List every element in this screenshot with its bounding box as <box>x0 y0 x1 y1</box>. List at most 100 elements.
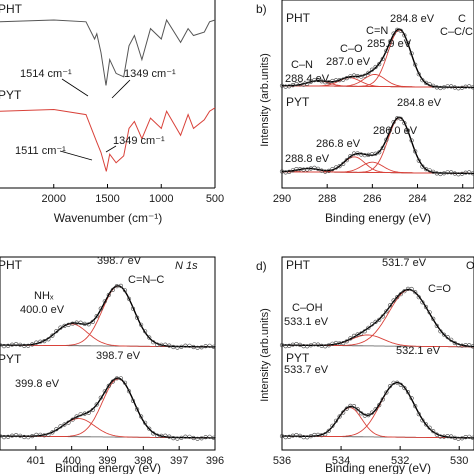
panel-c-data-point <box>155 433 160 438</box>
panel-c-data-point <box>114 376 119 381</box>
panel-d-data-point <box>384 390 389 395</box>
panel-c-data-point <box>163 342 168 347</box>
panel-c-data-point <box>90 407 95 413</box>
panel-c-data-point <box>38 339 43 344</box>
panel-c-data-point <box>203 344 208 349</box>
panel-d-5331: 533.1 eV <box>284 316 329 328</box>
panel-c-data-point <box>102 299 107 304</box>
panel-c-data-point <box>70 417 75 422</box>
panel-a-xlabel: Wavenumber (cm⁻¹) <box>54 211 163 225</box>
panel-c-data-point <box>70 321 75 326</box>
panel-d-data-point <box>369 322 375 327</box>
panel-b-ylabel: Intensity (arb.units) <box>259 53 271 147</box>
panel-c-data-point <box>143 420 148 425</box>
panel-c-data-point <box>187 343 192 348</box>
panel-b-data-point <box>416 158 421 163</box>
panel-c-data-point <box>14 342 19 347</box>
panel-c-data-point <box>183 343 188 348</box>
panel-c-data-point <box>147 335 152 340</box>
panel-c-data-point <box>171 344 176 350</box>
panel-c-data-point <box>54 427 59 432</box>
panel-c-data-point <box>82 321 87 327</box>
panel-c-data-point <box>86 410 91 415</box>
panel-c-data-point <box>94 402 99 407</box>
panel-b-2848-pyt: 284.8 eV <box>397 97 442 109</box>
panel-d-data-point <box>326 428 331 433</box>
panel-c-data-point <box>139 414 144 419</box>
panel-d-data-point <box>467 343 472 348</box>
panel-b-data-point <box>373 64 378 70</box>
panel-b-data-point <box>337 164 342 169</box>
panel-d-data-point <box>395 295 400 300</box>
panel-c-data-point <box>191 435 196 441</box>
panel-c-data-point <box>66 420 71 425</box>
panel-d-data-point <box>431 316 436 322</box>
panel-d-component-peak <box>282 382 474 439</box>
panel-c-data-point <box>126 296 132 301</box>
panel-d-data-point <box>369 410 375 415</box>
panel-d-data-point <box>373 407 378 412</box>
panel-b-data-point <box>459 171 465 176</box>
panel-c-data-point <box>179 344 184 349</box>
panel-d-data-point <box>409 396 414 401</box>
panel-c-data-point <box>175 436 180 441</box>
panel-c-xlabel: Binding energy (eV) <box>55 461 161 474</box>
panel-c-data-point <box>143 329 148 334</box>
panel-c-data-point <box>90 319 95 325</box>
panel-d-data-point <box>452 340 457 346</box>
panel-d-data-point <box>384 309 389 314</box>
panel-d-o1s: d) 536 534 532 530 Intensity (arb.units) Bi… <box>256 256 474 474</box>
panel-b-data-point <box>287 84 292 89</box>
panel-b-data-point <box>344 158 349 163</box>
panel-d-5321: 532.1 eV <box>396 345 441 357</box>
panel-c-data-point <box>42 339 47 344</box>
panel-a-xtick-label: 1500 <box>95 193 119 205</box>
panel-a-xtick-label: 1000 <box>149 193 173 205</box>
panel-c-data-point <box>22 434 27 440</box>
panel-d-data-point <box>387 303 393 308</box>
panel-b-data-point <box>362 73 367 78</box>
panel-b-data-point <box>315 77 321 83</box>
panel-d-data-point <box>470 435 474 440</box>
panel-d-data-point <box>377 403 382 408</box>
panel-c-data-point <box>50 430 55 435</box>
panel-d-data-point <box>441 332 447 337</box>
panel-b-2870: 287.0 eV <box>326 56 371 68</box>
panel-d-data-point <box>341 341 346 346</box>
panel-c-component-peak <box>0 418 215 439</box>
panel-c-data-point <box>78 412 83 417</box>
panel-b-data-point <box>398 116 403 121</box>
panel-a-ftir: 2000 1500 1000 500 PHT PYT 1514 cm⁻¹ 1349 c… <box>0 0 224 225</box>
panel-d-5317: 531.7 eV <box>382 257 427 269</box>
panel-c-data-point <box>74 414 79 419</box>
panel-a-xtick-label: 2000 <box>42 193 66 205</box>
panel-d-data-point <box>427 425 432 430</box>
panel-b-data-point <box>420 164 425 169</box>
panel-c-data-point <box>1 435 7 440</box>
panel-d-data-point <box>405 390 411 395</box>
panel-d-data-point <box>348 336 353 341</box>
panel-d-data-point <box>341 410 346 415</box>
panel-a-annotation-1349-bottom: 1349 cm⁻¹ <box>113 135 165 147</box>
panel-b-data-point <box>449 170 454 175</box>
panel-d-xtick-label: 534 <box>332 455 350 467</box>
panel-c-data-point <box>199 436 204 441</box>
panel-c-data-point <box>211 435 216 440</box>
panel-d-data-point <box>398 292 403 297</box>
panel-b-data-point <box>326 168 331 173</box>
panel-a-series-pht <box>0 18 216 86</box>
panel-c-data-point <box>98 395 103 400</box>
panel-a-pht-label: PHT <box>0 2 23 16</box>
panel-a-annotation-1349-top: 1349 cm⁻¹ <box>124 68 176 80</box>
panel-c-data-point <box>110 287 115 292</box>
panel-d-letter: d) <box>256 259 267 273</box>
panel-c-data-point <box>171 436 176 441</box>
panel-c-xtick-label: 396 <box>206 455 224 467</box>
panel-d-data-point <box>297 342 303 348</box>
panel-d-data-point <box>413 404 418 409</box>
panel-d-5337: 533.7 eV <box>284 364 329 376</box>
panel-b-xtick-label: 290 <box>273 193 291 205</box>
panel-d-data-point <box>351 404 357 409</box>
panel-d-data-point <box>449 434 454 439</box>
panel-d-xtick-label: 536 <box>273 455 291 467</box>
